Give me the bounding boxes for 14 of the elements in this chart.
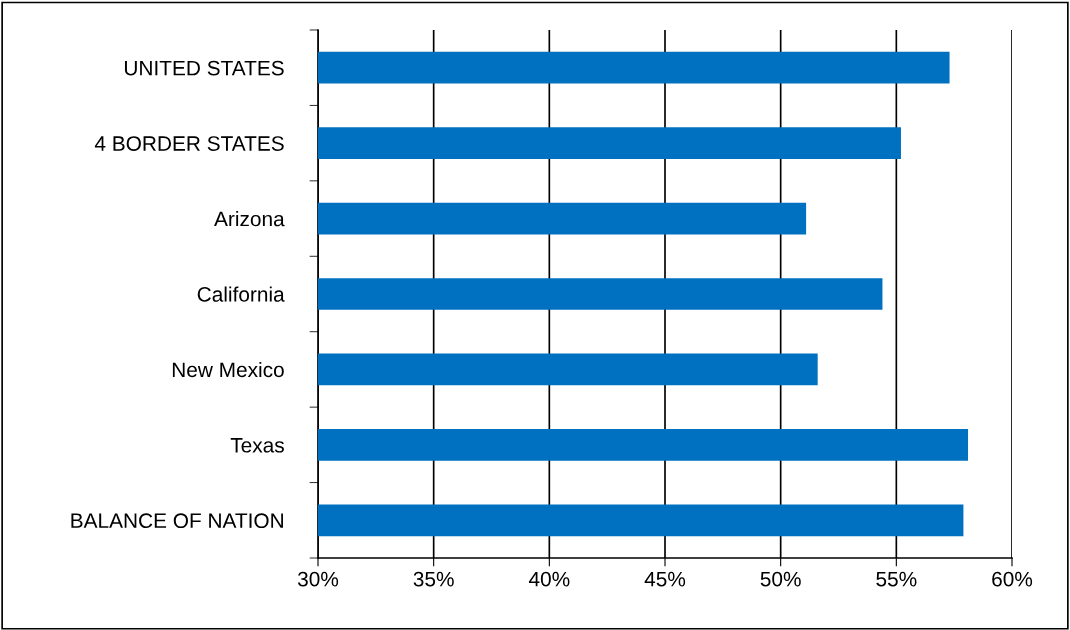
y-tick-label: New Mexico (172, 361, 284, 378)
y-tick-label: 4 BORDER STATES (94, 136, 284, 151)
x-tick-label: 60% (992, 571, 1033, 587)
x-tick-label: 55% (876, 571, 917, 587)
x-tick-label: 30% (297, 571, 339, 587)
x-tick-label: 40% (528, 571, 570, 587)
x-tick-label: 50% (760, 571, 801, 587)
y-tick-label: Arizona (214, 211, 285, 227)
x-tick-label: 45% (644, 571, 686, 587)
y-tick-label: California (197, 286, 285, 302)
y-tick-label: UNITED STATES (124, 60, 284, 76)
y-tick-label: Texas (230, 438, 284, 453)
y-tick-label: BALANCE OF NATION (71, 513, 283, 529)
x-tick-label: 35% (413, 571, 454, 587)
